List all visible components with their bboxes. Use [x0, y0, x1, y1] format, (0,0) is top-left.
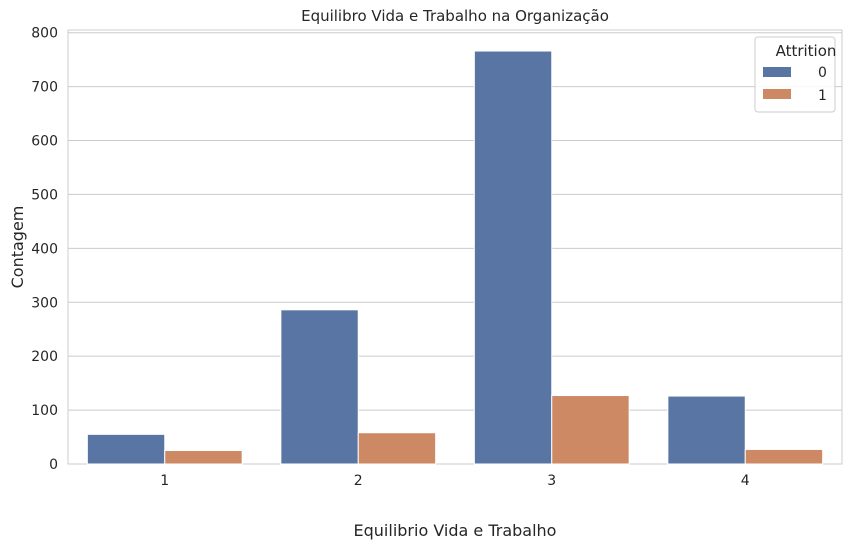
x-tick-labels: 1 2 3 4	[160, 473, 750, 489]
y-tick-label: 200	[31, 349, 58, 365]
bar-2-attrition-0	[280, 309, 359, 465]
x-axis-title: Equilibrio Vida e Trabalho	[354, 521, 557, 540]
y-tick-label: 400	[31, 241, 58, 257]
y-tick-label: 700	[31, 80, 58, 96]
bar-1-attrition-0	[86, 433, 166, 465]
bar-3-attrition-0	[473, 50, 553, 465]
y-axis-title: Contagem	[8, 206, 27, 289]
legend-title: Attrition	[776, 42, 837, 60]
legend-label-0: 0	[818, 65, 827, 81]
y-tick-label: 600	[31, 134, 58, 150]
legend: Attrition 0 1	[754, 36, 837, 113]
legend-label-1: 1	[818, 88, 827, 104]
bar-4-attrition-0	[667, 395, 746, 465]
bar-4-attrition-1	[744, 448, 824, 465]
y-tick-label: 0	[49, 457, 58, 473]
plot-area	[67, 29, 843, 465]
y-tick-labels: 0 100 200 300 400 500 600 700 800	[31, 26, 58, 473]
x-tick-label: 1	[160, 473, 169, 489]
x-tick-label: 4	[741, 473, 750, 489]
y-tick-label: 800	[31, 26, 58, 42]
y-tick-label: 300	[31, 295, 58, 311]
bar-3-attrition-1	[551, 395, 630, 465]
bar-2-attrition-1	[357, 432, 437, 465]
chart-title: Equilibro Vida e Trabalho na Organização	[301, 7, 609, 25]
bars	[86, 50, 824, 465]
y-tick-label: 500	[31, 187, 58, 203]
x-tick-label: 3	[547, 473, 556, 489]
bar-1-attrition-1	[164, 450, 243, 465]
legend-swatch-1	[763, 89, 791, 99]
legend-swatch-0	[763, 67, 791, 77]
y-tick-label: 100	[31, 403, 58, 419]
x-tick-label: 2	[354, 473, 363, 489]
